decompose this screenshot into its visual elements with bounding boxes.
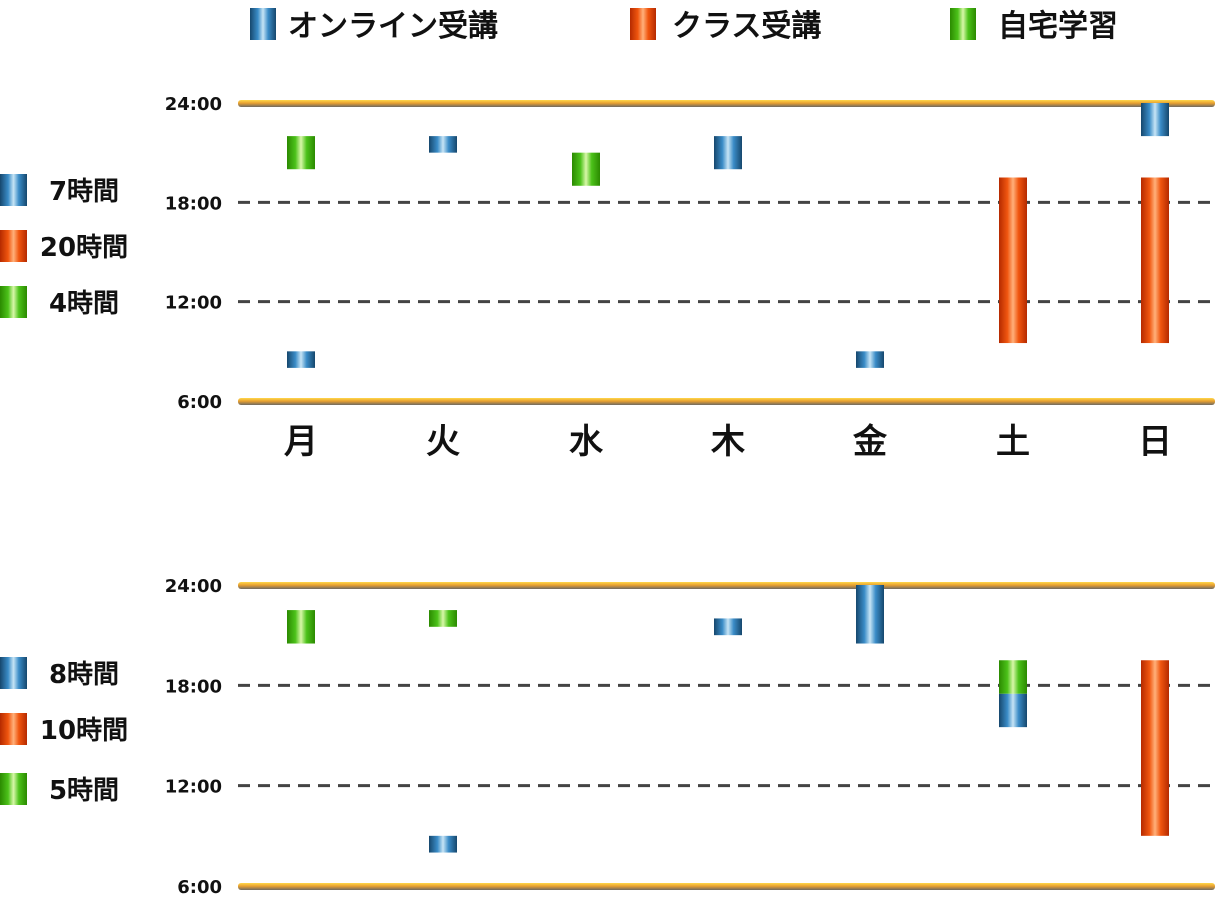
y-tick-label: 24:00 <box>165 94 222 115</box>
y-tick-label: 18:00 <box>165 676 222 697</box>
y-tick-label: 12:00 <box>165 777 222 798</box>
total-hours-label: 7時間 <box>49 177 119 207</box>
bar <box>1141 177 1169 344</box>
bar <box>287 136 315 170</box>
bar <box>1141 660 1169 836</box>
y-tick-label: 12:00 <box>165 293 222 314</box>
day-label: 月 <box>284 422 318 462</box>
day-label: 日 <box>1138 422 1172 462</box>
legend-label: オンライン受講 <box>288 9 498 44</box>
legend-swatch <box>950 8 976 40</box>
bar <box>999 177 1027 344</box>
day-label: 金 <box>852 422 888 462</box>
total-swatch <box>0 286 27 318</box>
total-hours-label: 5時間 <box>49 776 119 806</box>
total-hours-label: 4時間 <box>49 289 119 319</box>
axis-line <box>238 582 1215 589</box>
total-hours-label: 8時間 <box>49 660 119 690</box>
legend: オンライン受講 クラス受講 自宅学習 <box>250 8 1118 44</box>
total-swatch <box>0 713 27 745</box>
day-label: 木 <box>710 422 745 462</box>
bar <box>1141 103 1169 137</box>
total-swatch <box>0 230 27 262</box>
total-hours-label: 20時間 <box>40 233 128 263</box>
total-hours-label: 10時間 <box>40 716 128 746</box>
bar <box>287 351 315 368</box>
bar <box>287 610 315 644</box>
total-swatch <box>0 174 27 206</box>
axis-line <box>238 100 1215 107</box>
bar <box>999 660 1027 694</box>
legend-label: クラス受講 <box>672 9 821 44</box>
bar <box>856 351 884 368</box>
bar <box>714 618 742 636</box>
bar <box>856 585 884 644</box>
bar <box>429 610 457 627</box>
bar <box>999 693 1027 728</box>
axis-line <box>238 398 1215 405</box>
y-tick-label: 6:00 <box>177 877 222 898</box>
bar <box>429 835 457 853</box>
y-tick-label: 18:00 <box>165 193 222 214</box>
legend-label: 自宅学習 <box>998 9 1118 44</box>
bar <box>572 152 600 186</box>
bar <box>429 136 457 153</box>
y-tick-label: 6:00 <box>177 392 222 413</box>
axis-line <box>238 883 1215 890</box>
chart-panel: 6:00 12:00 18:00 24:00 8時間 10時間 5時間 <box>0 576 1215 898</box>
total-swatch <box>0 657 27 689</box>
total-swatch <box>0 773 27 805</box>
legend-swatch <box>630 8 656 40</box>
bar <box>714 136 742 170</box>
day-label: 水 <box>569 422 604 462</box>
legend-swatch <box>250 8 276 40</box>
day-label: 土 <box>996 422 1030 462</box>
day-label: 火 <box>426 422 460 462</box>
y-tick-label: 24:00 <box>165 576 222 597</box>
